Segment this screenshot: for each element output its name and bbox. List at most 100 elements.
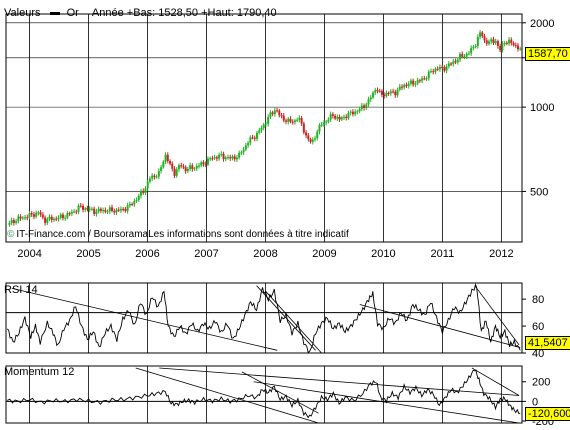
candle-body	[389, 91, 392, 94]
candle-body	[82, 205, 85, 210]
candle-body	[218, 154, 221, 159]
candle-body	[293, 120, 296, 123]
candle-body	[349, 111, 352, 113]
candle-body	[287, 118, 290, 122]
candle-body	[360, 105, 363, 109]
candle-body	[327, 119, 330, 122]
candle-body	[238, 152, 241, 158]
candle-body	[75, 211, 78, 213]
candle-body	[282, 115, 285, 121]
rsi-tick-label: 40	[532, 348, 544, 360]
candle-body	[496, 41, 499, 47]
candle-body	[479, 32, 482, 37]
x-tick-label: 2010	[371, 248, 395, 260]
candle-body	[215, 157, 218, 159]
rsi-tick-label: 60	[532, 321, 544, 333]
candle-body	[24, 217, 27, 219]
candle-body	[318, 125, 321, 132]
candle-body	[358, 108, 361, 112]
candle-body	[392, 91, 395, 93]
candle-body	[53, 218, 56, 220]
year-range-text: Année +Bas: 1528,50 +Haut: 1790,40	[91, 7, 277, 19]
x-tick-label: 2011	[431, 248, 455, 260]
trendline	[11, 287, 278, 351]
candle-body	[222, 153, 225, 160]
candle-body	[438, 67, 441, 70]
candle-body	[111, 207, 114, 211]
x-tick-label: 2006	[135, 248, 159, 260]
candle-body	[140, 190, 143, 196]
candle-body	[492, 39, 495, 43]
candle-body	[77, 205, 80, 212]
candle-body	[452, 61, 455, 64]
candle-body	[240, 152, 243, 154]
candle-body	[202, 162, 205, 165]
candle-body	[490, 39, 493, 42]
candle-body	[191, 165, 194, 170]
candle-body	[416, 80, 419, 84]
candle-body	[432, 71, 435, 73]
x-tick-label: 2004	[17, 248, 41, 260]
candle-body	[166, 154, 169, 162]
candle-body	[32, 214, 35, 217]
candle-body	[338, 116, 341, 120]
x-tick-label: 2009	[312, 248, 336, 260]
price-tick-label: 2000	[530, 18, 554, 30]
rsi-last-value-tag: 41,5407	[525, 336, 570, 350]
candle-body	[311, 139, 314, 142]
candle-body	[280, 115, 283, 117]
trendline	[241, 371, 319, 414]
candle-body	[385, 92, 388, 97]
candle-body	[86, 208, 89, 210]
price-tick-label: 1000	[530, 102, 554, 114]
candle-body	[48, 216, 51, 220]
candle-body	[387, 92, 390, 94]
candle-body	[213, 157, 216, 159]
momentum-panel-title: Momentum 12	[4, 366, 75, 378]
candle-body	[17, 216, 20, 222]
candle-body	[198, 165, 201, 167]
itfinance-logo-icon: ©	[7, 229, 15, 240]
panel-frame-0	[5, 13, 523, 243]
candle-body	[231, 156, 234, 159]
candle-body	[305, 132, 308, 136]
momentum-line	[7, 369, 521, 419]
candle-body	[264, 123, 267, 125]
candle-body	[450, 63, 453, 65]
candle-body	[436, 68, 439, 70]
candle-body	[211, 158, 214, 160]
x-tick-label: 2005	[76, 248, 100, 260]
candle-body	[356, 111, 359, 113]
candle-body	[195, 165, 198, 169]
candle-body	[412, 80, 415, 85]
x-tick-label: 2008	[253, 248, 277, 260]
momentum-tick-label: 200	[532, 377, 550, 389]
candle-body	[79, 205, 82, 207]
candle-body	[262, 124, 265, 129]
candle-body	[427, 71, 430, 79]
panel-frame-1	[5, 282, 523, 354]
candle-body	[365, 104, 368, 108]
candle-body	[19, 216, 22, 219]
candle-body	[37, 212, 40, 214]
chart-header: Valeurs Or Année +Bas: 1528,50 +Haut: 17…	[4, 7, 277, 19]
candle-body	[499, 46, 502, 51]
candle-body	[456, 59, 459, 63]
candle-body	[84, 208, 87, 210]
candle-body	[459, 54, 462, 60]
candle-body	[340, 117, 343, 120]
candle-body	[88, 208, 91, 210]
candle-body	[128, 203, 131, 206]
candle-body	[142, 190, 145, 193]
candle-body	[169, 161, 172, 164]
candle-body	[423, 78, 426, 80]
trendline	[256, 285, 316, 351]
candle-body	[64, 217, 67, 219]
candle-body	[465, 53, 468, 57]
candle-body	[224, 157, 227, 160]
candle-body	[155, 176, 158, 178]
candle-body	[517, 45, 520, 50]
candle-body	[106, 211, 109, 213]
candle-body	[512, 42, 515, 46]
